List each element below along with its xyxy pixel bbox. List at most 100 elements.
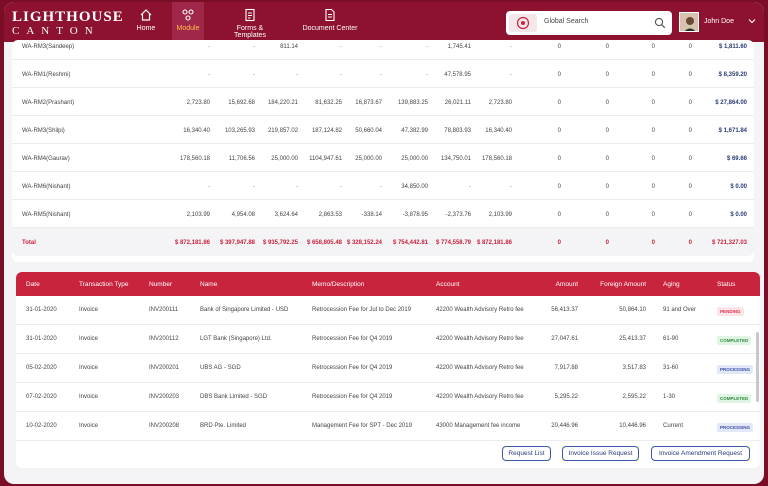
table-cell: 0 bbox=[651, 240, 655, 246]
table-cell: 139,883.25 bbox=[397, 100, 428, 106]
table-cell: $ 328,152.24 bbox=[346, 240, 382, 246]
table-cell: 0 bbox=[688, 240, 692, 246]
table-cell: - bbox=[510, 72, 512, 78]
table-row: WA-RM3(Sandeep) - - 811.14 - - - 1,745.41 - 0 0 0 0 $… bbox=[12, 32, 754, 60]
module-icon bbox=[182, 9, 194, 21]
foreign-amount-cell: 10,446.96 bbox=[619, 423, 646, 429]
search-brand-badge bbox=[509, 14, 537, 32]
memo-cell: Retrocession Fee for Q4 2019 bbox=[312, 336, 393, 342]
foreign-amount-cell: 50,864.10 bbox=[619, 307, 646, 313]
rm-name: WA-RM6(Nishant) bbox=[22, 184, 71, 190]
table-cell: 2,863.53 bbox=[318, 212, 342, 218]
table-cell: - bbox=[380, 184, 382, 190]
col-status: Status bbox=[717, 281, 736, 288]
col-number: Number bbox=[149, 281, 173, 288]
table-row: WA-RM1(Reshmi) - - - - - - 47,578.95 - 0 0 0 0 $ 8,35… bbox=[12, 60, 754, 88]
table-cell: 34,850.00 bbox=[401, 184, 428, 190]
table-row[interactable]: 31-01-2020 Invoice INV200111 Bank of Singap… bbox=[16, 296, 760, 325]
number-cell: INV200201 bbox=[149, 365, 180, 371]
foreign-amount-cell: 3,517.83 bbox=[622, 365, 646, 371]
table-cell: - bbox=[296, 72, 298, 78]
search-icon[interactable] bbox=[654, 17, 666, 29]
table-cell: - bbox=[296, 184, 298, 190]
memo-cell: Retrocession Fee for Q4 2019 bbox=[312, 394, 393, 400]
table-cell: 0 bbox=[688, 72, 692, 78]
status-badge: COMPLETED bbox=[717, 336, 752, 345]
table-row: WA-RM3(Shilpi) 16,340.40 103,265.93 219,857… bbox=[12, 116, 754, 144]
col-account: Account bbox=[436, 281, 460, 288]
forms-icon bbox=[245, 8, 255, 22]
request-list-button[interactable]: Request List bbox=[502, 446, 551, 461]
table-cell: 47,382.99 bbox=[401, 128, 428, 134]
table-cell: 178,560.18 bbox=[179, 156, 210, 162]
rm-name: WA-RM4(Gaurav) bbox=[22, 156, 70, 162]
table-cell: 0 bbox=[605, 156, 609, 162]
invoice-table: Date Transaction Type Number Name Memo/D… bbox=[16, 272, 760, 468]
invoice-table-header: Date Transaction Type Number Name Memo/D… bbox=[16, 272, 760, 296]
user-name[interactable]: John Doe bbox=[704, 18, 734, 25]
type-cell: Invoice bbox=[79, 336, 99, 342]
amount-cell: 27,047.61 bbox=[551, 336, 578, 342]
table-cell: - bbox=[208, 44, 210, 50]
nav-forms-templates[interactable]: Forms & Templates bbox=[220, 2, 280, 42]
name-cell: LGT Bank (Singapore) Ltd. bbox=[200, 336, 272, 342]
account-cell: 42200 Wealth Advisory Retro fee bbox=[436, 307, 524, 313]
avatar[interactable] bbox=[679, 12, 699, 32]
table-cell: 25,000.00 bbox=[355, 156, 382, 162]
table-cell: 0 bbox=[651, 100, 655, 106]
search-input[interactable]: Global Search bbox=[544, 18, 589, 25]
table-row[interactable]: 31-01-2020 Invoice INV200112 LGT Bank (Sing… bbox=[16, 325, 760, 354]
table-cell: 0 bbox=[651, 128, 655, 134]
invoice-amendment-request-button[interactable]: Invoice Amendment Request bbox=[651, 446, 750, 461]
rm-summary-table: WA-RM3(Sandeep) - - 811.14 - - - 1,745.41 - 0 0 0 0 $… bbox=[12, 40, 754, 262]
table-cell: 0 bbox=[605, 44, 609, 50]
chevron-down-icon[interactable] bbox=[748, 18, 756, 24]
table-cell: 0 bbox=[688, 212, 692, 218]
table-cell: - bbox=[340, 72, 342, 78]
balance-cell: $ 8,359.20 bbox=[718, 72, 747, 78]
table-cell: 0 bbox=[651, 212, 655, 218]
table-cell: 0 bbox=[557, 100, 561, 106]
balance-cell: $ 27,864.00 bbox=[715, 100, 747, 106]
type-cell: Invoice bbox=[79, 394, 99, 400]
table-row[interactable]: 05-02-2020 Invoice INV200201 UBS AG - SGD Re… bbox=[16, 354, 760, 383]
table-row[interactable]: 10-02-2020 Invoice INV200208 BRD Pte. Limit… bbox=[16, 412, 760, 441]
table-cell: 26,021.11 bbox=[444, 100, 471, 106]
table-cell: 2,723.80 bbox=[488, 100, 512, 106]
table-cell: - bbox=[510, 44, 512, 50]
amount-cell: 7,917.88 bbox=[554, 365, 578, 371]
global-search-box[interactable]: Global Search bbox=[506, 11, 672, 35]
table-cell: 0 bbox=[605, 184, 609, 190]
invoice-issue-request-button[interactable]: Invoice Issue Request bbox=[562, 446, 639, 461]
account-cell: 42200 Wealth Advisory Retro fee bbox=[436, 336, 524, 342]
table-cell: 219,857.02 bbox=[267, 128, 298, 134]
nav-document-center[interactable]: Document Center bbox=[298, 2, 362, 42]
table-cell: 2,723.80 bbox=[186, 100, 210, 106]
app-frame: LIGHTHOUSE CANTON Home Module Forms & Te… bbox=[4, 2, 764, 484]
table-cell: 0 bbox=[605, 128, 609, 134]
scrollbar[interactable] bbox=[756, 332, 759, 402]
table-cell: - bbox=[340, 44, 342, 50]
logo[interactable]: LIGHTHOUSE CANTON bbox=[12, 10, 124, 37]
home-icon bbox=[140, 9, 152, 21]
user-photo-icon bbox=[680, 13, 698, 31]
table-cell: 0 bbox=[557, 72, 561, 78]
nav-module[interactable]: Module bbox=[172, 2, 204, 42]
number-cell: INV200111 bbox=[149, 307, 179, 313]
table-cell: 25,000.00 bbox=[401, 156, 428, 162]
table-cell: $ 872,181.86 bbox=[476, 240, 512, 246]
balance-cell: $ 0.00 bbox=[730, 184, 747, 190]
aging-cell: Current bbox=[663, 423, 684, 429]
table-cell: - bbox=[469, 184, 471, 190]
name-cell: DBS Bank Limited - SGD bbox=[200, 394, 268, 400]
nav-home[interactable]: Home bbox=[126, 2, 166, 42]
col-aging: Aging bbox=[663, 281, 680, 288]
account-cell: 42200 Wealth Advisory Retro fee bbox=[436, 394, 524, 400]
logo-line1: LIGHTHOUSE bbox=[12, 9, 124, 25]
table-cell: 0 bbox=[557, 240, 561, 246]
table-cell: 11,706.56 bbox=[228, 156, 255, 162]
table-cell: $ 935,792.25 bbox=[262, 240, 298, 246]
table-cell: - bbox=[380, 44, 382, 50]
table-row[interactable]: 07-02-2020 Invoice INV200203 DBS Bank Limit… bbox=[16, 383, 760, 412]
aging-cell: 91 and Over bbox=[663, 307, 697, 313]
